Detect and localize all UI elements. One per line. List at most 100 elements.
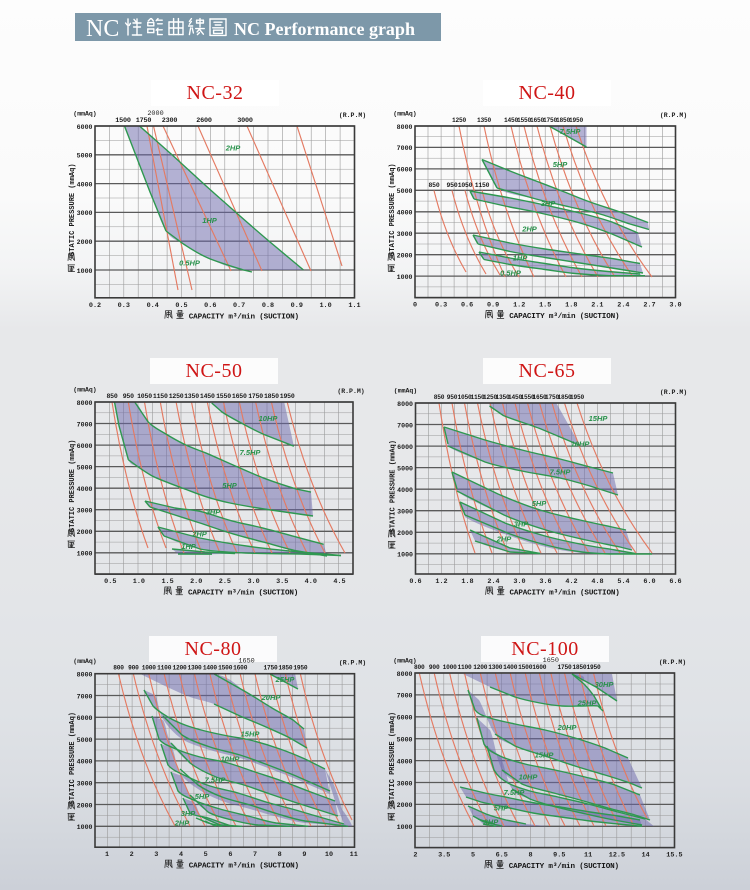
svg-text:3.0: 3.0 [513,578,525,586]
svg-text:4000: 4000 [397,487,413,494]
svg-text:2000: 2000 [77,802,93,809]
svg-text:3.0: 3.0 [247,578,259,586]
svg-text:6000: 6000 [77,124,93,131]
svg-text:15HP: 15HP [589,414,609,423]
svg-text:1850: 1850 [572,664,587,671]
svg-text:0.3: 0.3 [435,302,447,310]
svg-text:8000: 8000 [397,124,413,131]
svg-text:6.5: 6.5 [496,852,508,860]
svg-text:1600: 1600 [532,664,547,671]
svg-text:0.9: 0.9 [291,302,303,310]
svg-text:7: 7 [253,851,257,859]
svg-text:1050: 1050 [137,393,152,400]
svg-text:1650: 1650 [530,117,545,124]
svg-text:1500: 1500 [518,664,533,671]
svg-text:2.7: 2.7 [643,302,655,310]
svg-text:0.8: 0.8 [262,302,274,310]
svg-text:(mmAq): (mmAq) [73,387,96,394]
svg-text:25HP: 25HP [577,699,598,708]
svg-text:14: 14 [642,852,650,860]
svg-text:5: 5 [471,852,475,860]
svg-text:1000: 1000 [77,268,93,275]
svg-text:4.0: 4.0 [305,578,317,586]
svg-text:12.5: 12.5 [609,852,625,860]
svg-text:1750: 1750 [557,664,572,671]
svg-text:3.6: 3.6 [539,578,551,586]
svg-text:1500: 1500 [115,117,131,125]
svg-text:CAPACITY m³/min (SUCTION): CAPACITY m³/min (SUCTION) [189,862,299,871]
svg-text:1350: 1350 [495,394,510,401]
svg-text:3000: 3000 [237,117,253,125]
svg-text:15.5: 15.5 [666,852,682,860]
svg-text:1250: 1250 [169,393,184,400]
svg-text:1950: 1950 [280,393,295,400]
svg-text:8: 8 [278,851,282,859]
svg-text:2300: 2300 [162,117,178,125]
svg-text:4: 4 [179,851,183,859]
svg-text:1650: 1650 [232,393,247,400]
svg-text:STATIC PRESSURE (mmAq): STATIC PRESSURE (mmAq) [69,163,77,255]
svg-text:2HP: 2HP [521,225,538,234]
svg-text:2000: 2000 [397,530,413,537]
svg-text:4.2: 4.2 [565,578,577,586]
svg-text:2000: 2000 [147,110,163,118]
svg-text:0.4: 0.4 [147,302,159,310]
svg-text:NC-32: NC-32 [187,82,244,104]
svg-text:850: 850 [434,394,445,401]
svg-text:4000: 4000 [397,758,413,765]
svg-text:1350: 1350 [477,117,492,124]
svg-text:5000: 5000 [77,465,93,472]
svg-text:900: 900 [128,665,139,672]
svg-text:NC-100: NC-100 [511,638,578,660]
svg-text:0.3: 0.3 [118,302,130,310]
svg-text:1850: 1850 [264,393,279,400]
svg-text:0.7: 0.7 [233,302,245,310]
svg-text:NC-40: NC-40 [519,82,576,104]
svg-text:1000: 1000 [397,274,413,281]
svg-text:1150: 1150 [153,393,168,400]
svg-text:1000: 1000 [397,824,413,831]
svg-text:STATIC PRESSURE (mmAq): STATIC PRESSURE (mmAq) [389,163,397,255]
svg-text:3HP: 3HP [206,508,222,517]
svg-text:3.5: 3.5 [276,578,288,586]
svg-text:1HP: 1HP [202,216,218,225]
svg-text:5000: 5000 [77,153,93,160]
svg-text:3HP: 3HP [181,809,197,818]
svg-text:(R.P.M): (R.P.M) [337,388,364,395]
svg-text:7.5HP: 7.5HP [560,127,582,136]
svg-text:1000: 1000 [397,552,413,559]
svg-text:7.5HP: 7.5HP [240,448,262,457]
svg-text:6.6: 6.6 [669,578,681,586]
svg-text:1400: 1400 [203,665,218,672]
svg-text:6: 6 [228,851,232,859]
svg-text:7000: 7000 [77,421,93,428]
svg-text:3000: 3000 [77,781,93,788]
svg-text:1.8: 1.8 [565,302,577,310]
svg-text:1400: 1400 [503,664,518,671]
svg-text:1050: 1050 [458,182,473,189]
svg-text:1250: 1250 [483,394,498,401]
svg-text:4000: 4000 [77,181,93,188]
svg-text:1450: 1450 [200,393,215,400]
svg-text:0.2: 0.2 [89,302,101,310]
svg-text:7.5HP: 7.5HP [550,468,572,477]
svg-text:3HP: 3HP [514,520,530,529]
svg-text:5HP: 5HP [195,792,211,801]
svg-text:NC-80: NC-80 [185,638,242,660]
svg-text:5000: 5000 [397,737,413,744]
svg-text:1350: 1350 [184,393,199,400]
svg-text:(mmAq): (mmAq) [394,388,417,395]
svg-text:2.0: 2.0 [190,578,202,586]
svg-text:3HP: 3HP [484,818,500,827]
svg-text:1.8: 1.8 [461,578,473,586]
svg-text:2600: 2600 [196,117,212,125]
svg-text:1300: 1300 [488,664,503,671]
svg-text:2.4: 2.4 [617,302,629,310]
svg-text:6000: 6000 [77,715,93,722]
svg-text:15HP: 15HP [535,751,555,760]
svg-text:2: 2 [413,852,417,860]
svg-text:1000: 1000 [77,824,93,831]
svg-text:1300: 1300 [187,665,202,672]
svg-text:1.0: 1.0 [319,302,331,310]
svg-text:1550: 1550 [216,393,231,400]
